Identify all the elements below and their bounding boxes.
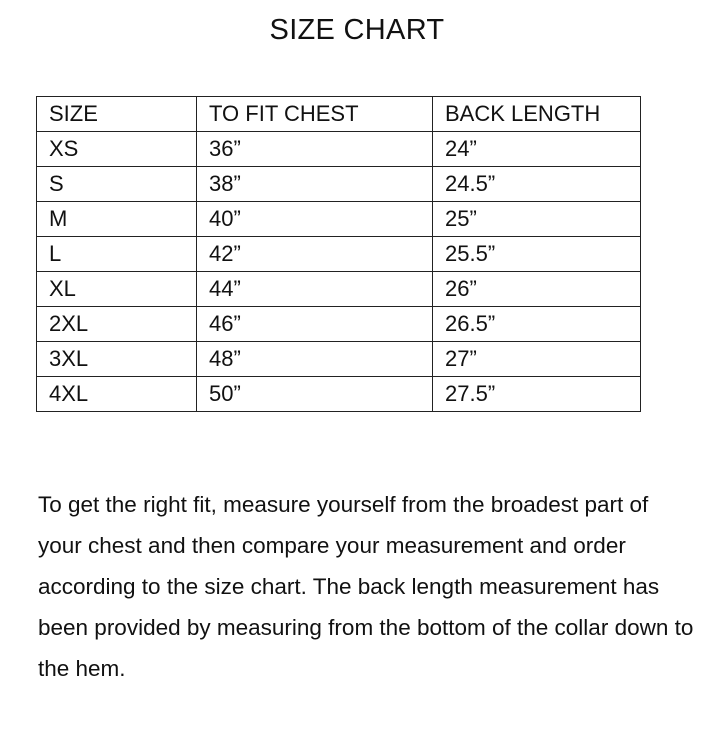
cell-size: L — [36, 236, 197, 272]
cell-size: XL — [36, 271, 197, 307]
cell-size: S — [36, 166, 197, 202]
header-chest: TO FIT CHEST — [196, 96, 433, 132]
cell-back-length: 25.5” — [432, 236, 641, 272]
table-row: XL 44” 26” — [36, 271, 641, 307]
header-back-length: BACK LENGTH — [432, 96, 641, 132]
cell-chest: 40” — [196, 201, 433, 237]
table-row: 2XL 46” 26.5” — [36, 306, 641, 342]
table-row: XS 36” 24” — [36, 131, 641, 167]
cell-chest: 46” — [196, 306, 433, 342]
cell-chest: 42” — [196, 236, 433, 272]
cell-size: 4XL — [36, 376, 197, 412]
cell-back-length: 24” — [432, 131, 641, 167]
cell-back-length: 27.5” — [432, 376, 641, 412]
size-chart-table: SIZE TO FIT CHEST BACK LENGTH XS 36” 24” S 3… — [36, 96, 641, 412]
table-header-row: SIZE TO FIT CHEST BACK LENGTH — [36, 96, 641, 132]
page-title: SIZE CHART — [269, 14, 445, 46]
table-row: M 40” 25” — [36, 201, 641, 237]
cell-size: 3XL — [36, 341, 197, 377]
header-size: SIZE — [36, 96, 197, 132]
cell-size: M — [36, 201, 197, 237]
cell-back-length: 24.5” — [432, 166, 641, 202]
cell-chest: 48” — [196, 341, 433, 377]
table-row: L 42” 25.5” — [36, 236, 641, 272]
cell-back-length: 27” — [432, 341, 641, 377]
cell-chest: 36” — [196, 131, 433, 167]
table-row: 4XL 50” 27.5” — [36, 376, 641, 412]
cell-back-length: 25” — [432, 201, 641, 237]
cell-size: XS — [36, 131, 197, 167]
cell-chest: 44” — [196, 271, 433, 307]
cell-back-length: 26.5” — [432, 306, 641, 342]
cell-chest: 38” — [196, 166, 433, 202]
cell-size: 2XL — [36, 306, 197, 342]
fit-instructions: To get the right fit, measure yourself f… — [38, 492, 694, 681]
table-row: 3XL 48” 27” — [36, 341, 641, 377]
cell-chest: 50” — [196, 376, 433, 412]
table-row: S 38” 24.5” — [36, 166, 641, 202]
cell-back-length: 26” — [432, 271, 641, 307]
